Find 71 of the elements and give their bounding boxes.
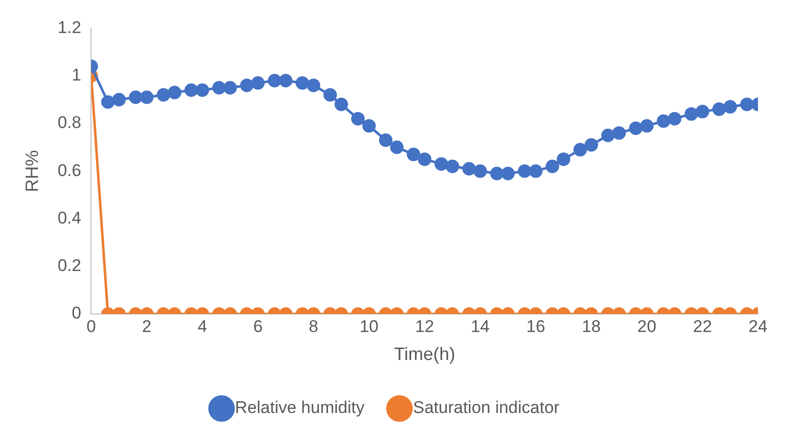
point	[296, 76, 310, 90]
x-tick-label: 24	[748, 316, 768, 336]
point	[518, 164, 532, 178]
point	[323, 88, 337, 102]
point	[334, 98, 348, 112]
point	[640, 119, 654, 133]
x-axis-title: Time(h)	[394, 344, 456, 364]
point	[696, 104, 710, 118]
x-tick-label: 14	[470, 316, 490, 336]
y-tick-label: 1.2	[58, 18, 82, 37]
point	[240, 78, 254, 92]
point	[629, 121, 643, 135]
point	[556, 152, 570, 166]
point	[462, 162, 476, 176]
point	[351, 112, 365, 126]
point	[501, 166, 515, 180]
point	[740, 98, 754, 112]
x-tick-label: 22	[692, 316, 712, 336]
point	[378, 133, 392, 147]
point	[196, 83, 210, 97]
point	[212, 80, 226, 94]
x-tick-label: 16	[526, 316, 546, 336]
point	[390, 140, 404, 154]
point	[168, 86, 182, 100]
point	[140, 90, 154, 104]
point	[101, 95, 115, 109]
point	[251, 76, 265, 90]
point	[712, 102, 726, 116]
point	[668, 112, 682, 126]
point	[584, 138, 598, 152]
point	[306, 78, 320, 92]
x-tick-label: 12	[415, 316, 434, 336]
point	[723, 100, 737, 114]
y-tick-label: 1	[72, 66, 82, 85]
x-tick-label: 20	[637, 316, 656, 336]
x-tick-label: 6	[253, 316, 263, 336]
point	[528, 164, 542, 178]
point	[473, 164, 487, 178]
point	[601, 128, 615, 142]
point	[434, 157, 448, 171]
point	[656, 114, 670, 128]
legend-label: Saturation indicator	[412, 398, 560, 418]
point	[184, 83, 198, 97]
point	[112, 92, 126, 106]
y-tick-label: 0.4	[58, 208, 82, 228]
point	[446, 160, 460, 174]
point	[573, 142, 587, 156]
point	[418, 152, 432, 166]
point	[612, 126, 626, 140]
x-tick-label: 10	[360, 316, 379, 336]
legend-label: Relative humidity	[235, 398, 365, 418]
point	[156, 88, 170, 102]
x-tick-label: 2	[142, 316, 152, 336]
point	[223, 80, 237, 94]
x-tick-label: 0	[86, 316, 96, 336]
point	[406, 148, 420, 162]
point	[362, 119, 376, 133]
x-tick-label: 4	[198, 316, 208, 336]
point	[268, 74, 282, 88]
x-tick-label: 18	[582, 316, 601, 336]
point	[490, 166, 504, 180]
point	[278, 74, 292, 88]
point	[546, 160, 560, 174]
y-axis-title: RH%	[22, 150, 42, 192]
y-tick-label: 0.6	[58, 160, 82, 180]
y-tick-label: 0.8	[58, 113, 82, 132]
y-tick-label: 0	[72, 304, 82, 323]
x-tick-label: 8	[308, 316, 318, 336]
point	[684, 107, 698, 121]
y-tick-label: 0.2	[58, 256, 82, 276]
point	[128, 90, 142, 104]
